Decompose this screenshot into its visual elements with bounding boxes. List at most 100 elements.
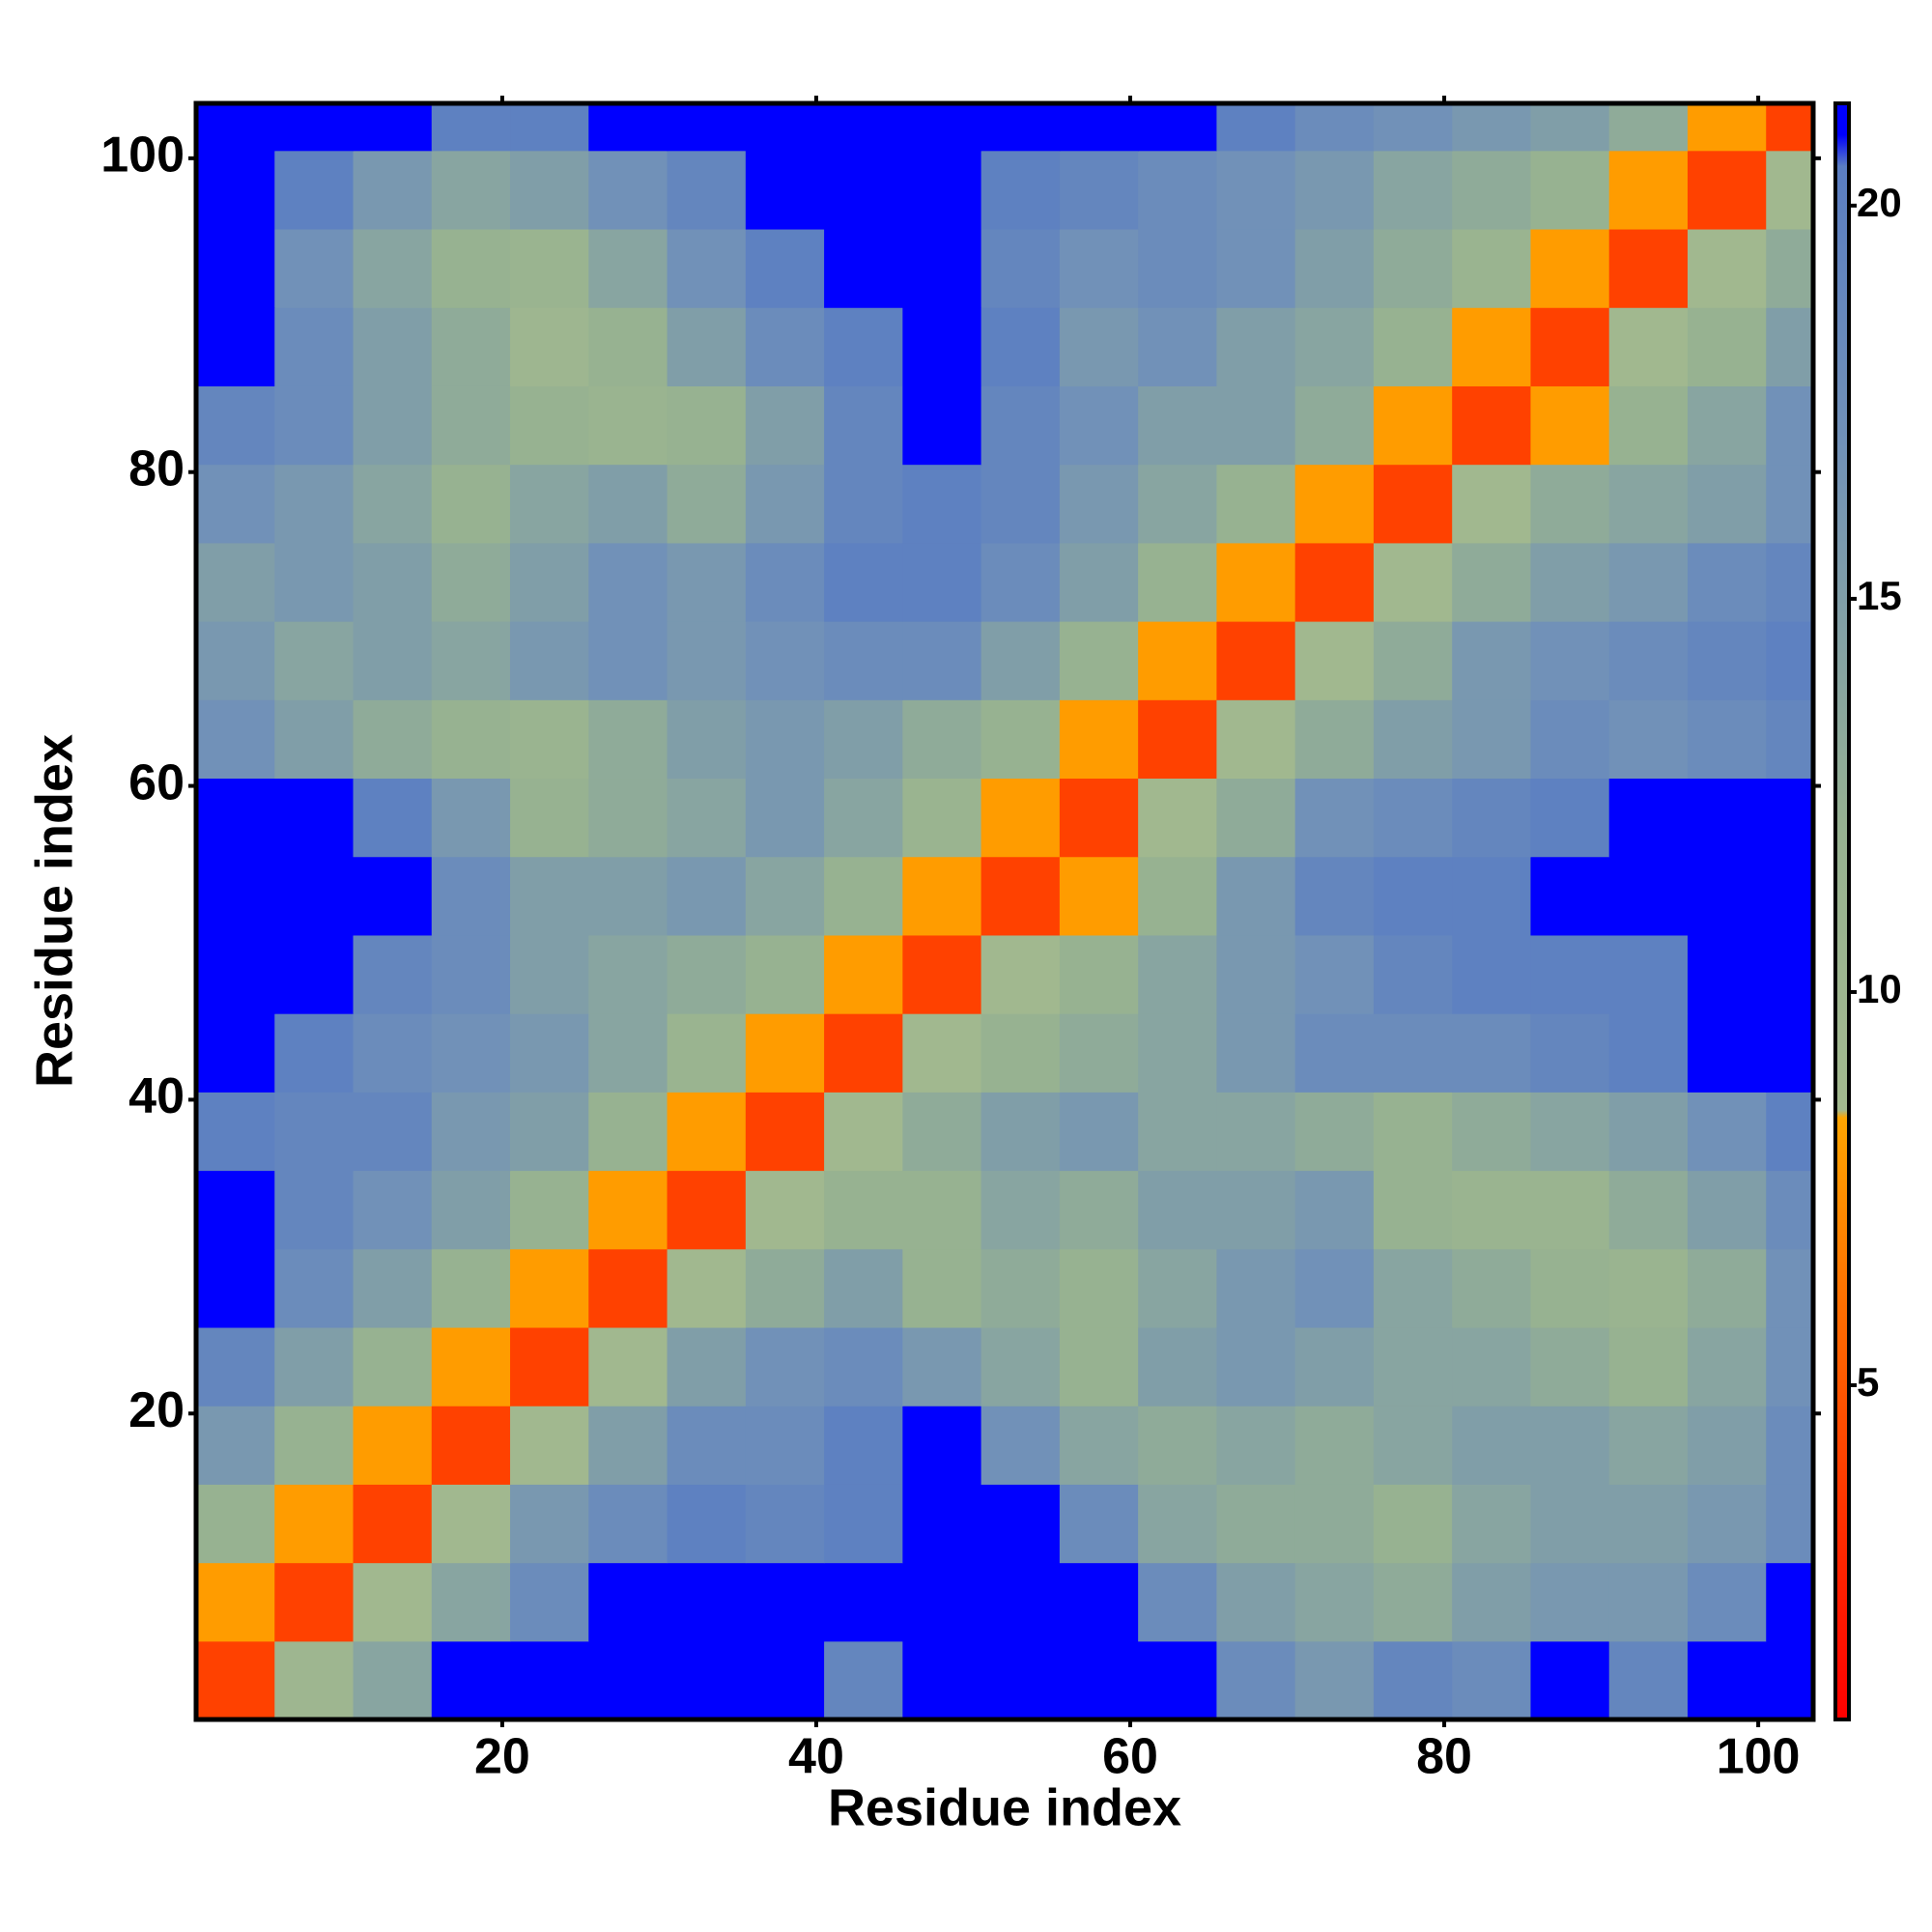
heatmap-cell (1138, 1406, 1218, 1485)
heatmap-cell (824, 1640, 903, 1720)
heatmap-cell (1687, 1170, 1767, 1250)
heatmap-cell (745, 1170, 825, 1250)
heatmap-cell (902, 1170, 982, 1250)
heatmap-cell (1138, 228, 1218, 308)
heatmap-cell (1373, 621, 1453, 700)
heatmap-cell (196, 1092, 275, 1172)
heatmap-cell (980, 1326, 1061, 1406)
heatmap-cell (1452, 1562, 1532, 1642)
heatmap-cell (1294, 1484, 1375, 1564)
heatmap-cell (510, 778, 589, 858)
heatmap-cell (274, 1326, 355, 1406)
heatmap-cell (510, 856, 589, 936)
heatmap-cell (1059, 1013, 1139, 1093)
heatmap-cell (902, 464, 982, 544)
heatmap-cell (1059, 1170, 1139, 1250)
heatmap-cell (274, 621, 355, 700)
heatmap-cell (1294, 103, 1375, 152)
heatmap-cell (667, 307, 747, 386)
heatmap-cell (667, 385, 747, 466)
heatmap-cell (1687, 1484, 1767, 1564)
heatmap-cell (274, 1406, 355, 1485)
heatmap-cell (431, 1092, 511, 1172)
heatmap-cell (824, 385, 903, 466)
heatmap-cell (1766, 1640, 1814, 1720)
heatmap-cell (431, 103, 511, 152)
heatmap-cell (1687, 1326, 1767, 1406)
heatmap-cell (745, 699, 825, 780)
heatmap-cell (745, 103, 825, 152)
heatmap-cell (1766, 385, 1814, 466)
heatmap-cell (1138, 1092, 1218, 1172)
heatmap-cell (510, 1248, 589, 1328)
x-axis-title: Residue index (828, 1778, 1181, 1836)
heatmap-cell (274, 778, 355, 858)
heatmap-cell (1373, 1640, 1453, 1720)
heatmap-cell (510, 699, 589, 780)
heatmap-cell (745, 621, 825, 700)
heatmap-cell (1294, 542, 1375, 622)
heatmap-cell (1059, 856, 1139, 936)
heatmap-cell (196, 1013, 275, 1093)
heatmap-cell (1687, 856, 1767, 936)
heatmap-cell (745, 1640, 825, 1720)
heatmap-cell (902, 1092, 982, 1172)
x-tick-label: 80 (1416, 1729, 1472, 1785)
heatmap-cell (902, 1562, 982, 1642)
heatmap-cell (431, 856, 511, 936)
heatmap-cell (353, 1170, 433, 1250)
heatmap-cell (980, 150, 1061, 230)
heatmap-cell (1687, 934, 1767, 1014)
heatmap-cell (902, 1484, 982, 1564)
heatmap-cell (588, 621, 668, 700)
heatmap-cell (824, 103, 903, 152)
heatmap-cell (1216, 464, 1296, 544)
heatmap-cell (1294, 307, 1375, 386)
heatmap-cell (1216, 1013, 1296, 1093)
heatmap-cell (431, 1326, 511, 1406)
heatmap-cell (1608, 934, 1689, 1014)
heatmap-cell (510, 307, 589, 386)
heatmap-cell (274, 542, 355, 622)
heatmap-cell (588, 856, 668, 936)
heatmap-cell (667, 1562, 747, 1642)
heatmap-cell (745, 1013, 825, 1093)
heatmap-cell (980, 621, 1061, 700)
heatmap-cell (1138, 542, 1218, 622)
heatmap-cell (274, 228, 355, 308)
heatmap-cell (1608, 1170, 1689, 1250)
heatmap-cell (1216, 1248, 1296, 1328)
heatmap-cell (1530, 228, 1610, 308)
heatmap-cell (1608, 1013, 1689, 1093)
heatmap-cell (1530, 778, 1610, 858)
heatmap-cell (353, 934, 433, 1014)
heatmap-cell (1766, 103, 1814, 152)
heatmap-cell (667, 1248, 747, 1328)
heatmap-cell (196, 1562, 275, 1642)
heatmap-cell (980, 1170, 1061, 1250)
heatmap-cell (1138, 150, 1218, 230)
heatmap-cell (1766, 934, 1814, 1014)
heatmap-cell (902, 934, 982, 1014)
heatmap-cell (1059, 699, 1139, 780)
heatmap-cell (980, 1562, 1061, 1642)
heatmap-cell (1766, 542, 1814, 622)
heatmap-cell (1138, 1484, 1218, 1564)
heatmap-cell (980, 542, 1061, 622)
y-tick-label: 60 (128, 754, 185, 810)
heatmap-cell (196, 778, 275, 858)
heatmap-cell (1766, 1326, 1814, 1406)
heatmap-cell (902, 542, 982, 622)
heatmap-cell (353, 621, 433, 700)
heatmap-cell (1216, 934, 1296, 1014)
heatmap-cell (1294, 934, 1375, 1014)
heatmap-cell (824, 1326, 903, 1406)
heatmap-cell (1452, 778, 1532, 858)
heatmap-cell (431, 1406, 511, 1485)
heatmap-cell (667, 103, 747, 152)
heatmap-cell (1138, 307, 1218, 386)
heatmap-cell (667, 778, 747, 858)
heatmap-cell (196, 307, 275, 386)
heatmap-cell (1608, 1092, 1689, 1172)
